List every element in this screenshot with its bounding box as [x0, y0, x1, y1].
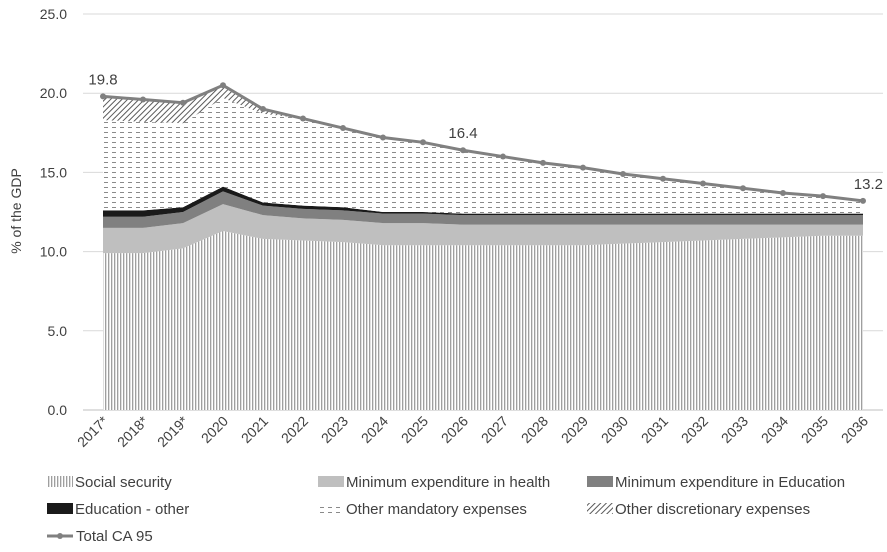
total-ca-95-point	[380, 134, 386, 141]
y-tick-label: 10.0	[40, 244, 67, 260]
area-other-mandatory-expenses	[103, 97, 863, 214]
legend: Social security Minimum expenditure in he…	[47, 474, 845, 545]
legend-label: Total CA 95	[76, 528, 153, 545]
x-tick-label: 2025	[398, 413, 431, 446]
legend-item: Other mandatory expenses	[318, 501, 527, 518]
y-tick-label: 5.0	[48, 323, 68, 339]
total-ca-95-point	[140, 96, 146, 103]
y-axis-title: % of the GDP	[8, 168, 24, 254]
y-axis-ticks: 0.0 5.0 10.0 15.0 20.0 25.0	[40, 6, 67, 418]
x-tick-label: 2028	[518, 413, 551, 446]
x-tick-label: 2034	[758, 413, 791, 446]
y-tick-label: 15.0	[40, 164, 67, 180]
legend-item: Education - other	[47, 501, 189, 518]
x-tick-label: 2035	[798, 413, 831, 446]
area-social-security	[103, 231, 863, 410]
x-tick-label: 2031	[638, 413, 671, 446]
legend-item: Social security	[47, 474, 172, 491]
area-minimum-expenditure-in-education	[103, 191, 863, 228]
x-tick-label: 2026	[438, 413, 471, 446]
total-ca-95-point	[100, 93, 106, 100]
total-ca-95-point	[820, 193, 826, 200]
total-ca-95-point	[700, 180, 706, 187]
x-tick-label: 2030	[598, 413, 631, 446]
data-label: 19.8	[88, 71, 117, 88]
x-tick-label: 2022	[278, 413, 311, 446]
x-tick-label: 2032	[678, 413, 711, 446]
legend-item: Other discretionary expenses	[587, 501, 810, 518]
total-ca-95-point	[860, 197, 866, 204]
total-ca-95-point	[460, 147, 466, 154]
total-ca-95-point	[260, 106, 266, 113]
x-tick-label: 2024	[358, 413, 391, 446]
total-ca-95-point	[540, 159, 546, 166]
legend-swatch	[47, 503, 73, 514]
total-ca-95-point	[660, 175, 666, 182]
total-ca-95-point	[580, 164, 586, 171]
x-axis-ticks: 2017* 2018* 2019* 2020 2021 2022 2023 2024 2025 2…	[74, 412, 871, 450]
y-tick-label: 25.0	[40, 6, 67, 22]
x-tick-label: 2023	[318, 413, 351, 446]
data-label: 13.2	[854, 176, 883, 193]
x-tick-label: 2033	[718, 413, 751, 446]
total-ca-95-point	[780, 189, 786, 196]
legend-label: Minimum expenditure in Education	[615, 474, 845, 491]
stacked-areas	[103, 85, 863, 410]
y-tick-label: 20.0	[40, 85, 67, 101]
legend-item: Minimum expenditure in health	[318, 474, 550, 491]
total-ca-95-point	[300, 115, 306, 122]
x-tick-label: 2027	[478, 413, 511, 446]
total-line	[100, 82, 866, 204]
legend-swatch	[318, 476, 344, 487]
total-ca-95-line	[102, 83, 864, 203]
total-ca-95-point	[620, 170, 626, 177]
legend-label: Minimum expenditure in health	[346, 474, 550, 491]
total-ca-95-point	[500, 153, 506, 160]
data-label: 16.4	[448, 125, 477, 142]
x-tick-label: 2029	[558, 413, 591, 446]
total-ca-95-point	[420, 139, 426, 146]
legend-swatch	[587, 503, 613, 514]
legend-marker	[57, 533, 63, 539]
legend-item: Total CA 95	[47, 528, 153, 545]
legend-item: Minimum expenditure in Education	[587, 474, 845, 491]
legend-swatch	[47, 476, 73, 487]
legend-swatch	[587, 476, 613, 487]
legend-swatch	[318, 503, 344, 514]
legend-label: Other mandatory expenses	[346, 501, 527, 518]
y-tick-label: 0.0	[48, 402, 68, 418]
total-ca-95-point	[220, 82, 226, 89]
legend-label: Social security	[75, 474, 172, 491]
x-tick-label: 2021	[238, 413, 271, 446]
x-tick-label: 2018*	[114, 412, 152, 450]
x-tick-label: 2017*	[74, 412, 112, 450]
total-ca-95-point	[340, 125, 346, 132]
legend-label: Education - other	[75, 501, 189, 518]
x-tick-label: 2020	[198, 413, 231, 446]
x-tick-label: 2019*	[154, 412, 192, 450]
legend-label: Other discretionary expenses	[615, 501, 810, 518]
data-labels: 19.8 16.4 13.2	[88, 71, 883, 193]
total-ca-95-point	[180, 99, 186, 106]
total-ca-95-point	[740, 185, 746, 192]
area-education-other	[103, 186, 863, 217]
area-minimum-expenditure-in-health	[103, 204, 863, 254]
x-tick-label: 2036	[838, 413, 871, 446]
